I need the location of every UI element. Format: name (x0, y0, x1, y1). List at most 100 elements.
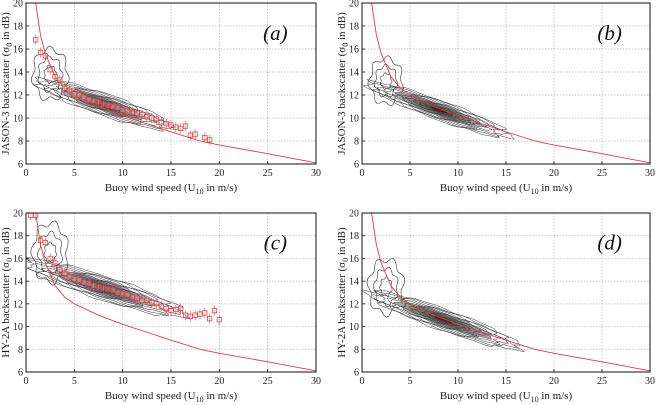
plot-area (362, 3, 650, 164)
binned-mean-marker (62, 270, 68, 276)
binned-mean-marker (158, 120, 164, 126)
binned-mean-marker (134, 110, 140, 116)
binned-mean-marker (153, 301, 160, 307)
binned-mean-marker (192, 131, 198, 137)
panel-label: (b) (597, 21, 622, 45)
y-tick-label: 12 (349, 91, 359, 102)
binned-mean-marker (163, 121, 169, 127)
model-curve (35, 213, 316, 372)
y-tick-label: 14 (349, 68, 359, 79)
y-tick-label: 6 (18, 368, 23, 379)
binned-mean-marker (52, 260, 58, 266)
binned-mean-marker (91, 283, 97, 289)
x-tick-label: 30 (311, 376, 321, 387)
x-tick-label: 15 (166, 168, 176, 179)
x-tick-label: 15 (501, 376, 511, 387)
contour-line (31, 45, 70, 101)
binned-mean-marker (144, 297, 150, 304)
panel-b: 0 5 10 15 20 25 30 6 8 10 12 14 16 18 20 Buoy wind spee… (336, 0, 655, 196)
binned-mean-marker (91, 98, 97, 104)
x-tick-label: 20 (549, 168, 559, 179)
y-tick-label: 10 (13, 322, 23, 333)
binned-mean-marker (52, 74, 58, 80)
panel-c: 0 5 10 15 20 25 30 6 8 10 12 14 16 18 20 Buoy wind spee… (0, 209, 321, 405)
contour-line (43, 241, 57, 264)
x-tick-label: 5 (408, 376, 413, 387)
y-tick-label: 8 (354, 137, 359, 148)
binned-mean-marker (120, 107, 126, 113)
contour-level (34, 263, 174, 314)
y-axis-label: HY-2A backscatter (σ0 in dB) (0, 227, 14, 358)
x-tick-label: 25 (263, 168, 273, 179)
x-tick-label: 10 (118, 376, 128, 387)
x-tick-label: 10 (453, 376, 463, 387)
y-tick-label: 18 (13, 231, 23, 242)
y-tick-label: 12 (349, 299, 359, 310)
y-tick-label: 20 (13, 0, 23, 10)
y-tick-label: 20 (349, 209, 359, 220)
binned-mean-marker (100, 101, 106, 107)
contour-level (52, 85, 156, 124)
binned-mean-marker (86, 280, 92, 287)
binned-mean-marker (144, 114, 150, 120)
binned-mean-marker (110, 103, 116, 110)
panel-label: (c) (264, 231, 287, 255)
binned-mean-marker (207, 316, 213, 322)
binned-mean-marker (216, 317, 222, 323)
x-tick-label: 0 (360, 168, 365, 179)
x-tick-label: 0 (24, 376, 29, 387)
binned-mean-marker (158, 303, 164, 309)
y-tick-label: 8 (354, 345, 359, 356)
contour-level (40, 265, 165, 311)
x-tick-label: 5 (72, 376, 77, 387)
binned-mean-marker (42, 239, 48, 246)
binned-mean-marker (202, 134, 208, 141)
binned-mean-marker (187, 313, 193, 319)
x-tick-label: 30 (311, 168, 321, 179)
binned-mean-marker (149, 115, 155, 121)
binned-mean-marker (110, 287, 116, 293)
binned-mean-marker (95, 99, 102, 105)
x-tick-label: 20 (214, 168, 224, 179)
panel-d: 0 5 10 15 20 25 30 6 8 10 12 14 16 18 20 Buoy wind spee… (336, 209, 655, 405)
binned-mean-marker (105, 286, 111, 292)
panel-label: (d) (597, 231, 622, 255)
binned-mean-marker (153, 116, 160, 122)
x-tick-label: 5 (408, 168, 413, 179)
binned-mean-marker (134, 295, 140, 301)
binned-mean-marker (163, 305, 169, 312)
binned-mean-marker (47, 67, 53, 73)
x-tick-label: 10 (453, 168, 463, 179)
binned-mean-marker (168, 122, 174, 128)
x-axis-label: Buoy wind speed (U10 in m/s) (440, 182, 573, 196)
y-tick-label: 16 (13, 254, 23, 265)
binned-mean-marker (57, 77, 63, 83)
binned-mean-marker (192, 312, 198, 318)
x-tick-label: 5 (72, 168, 77, 179)
binned-mean-marker (124, 108, 131, 114)
binned-mean-marker (120, 291, 126, 297)
y-tick-label: 8 (18, 137, 23, 148)
x-tick-label: 30 (645, 168, 655, 179)
binned-mean-marker (178, 125, 184, 131)
binned-mean-marker (178, 305, 184, 312)
contour-line (380, 72, 393, 90)
binned-mean-marker (139, 111, 145, 118)
binned-mean-marker (28, 213, 34, 218)
y-tick-label: 6 (354, 368, 359, 379)
y-tick-label: 6 (354, 160, 359, 171)
contour-level (386, 297, 502, 344)
binned-mean-marker (76, 277, 82, 283)
panel-label: (a) (263, 21, 288, 45)
y-tick-label: 16 (349, 254, 359, 265)
x-tick-label: 0 (360, 376, 365, 387)
contour-line (367, 55, 404, 107)
x-axis-label: Buoy wind speed (U10 in m/s) (105, 390, 238, 404)
contour-level (376, 86, 501, 135)
y-axis-label: JASON-3 backscatter (σ0 in dB) (336, 12, 350, 155)
binned-mean-marker (197, 311, 203, 317)
y-tick-label: 14 (349, 277, 359, 288)
plot-area (26, 213, 316, 372)
binned-mean-marker (149, 300, 155, 306)
